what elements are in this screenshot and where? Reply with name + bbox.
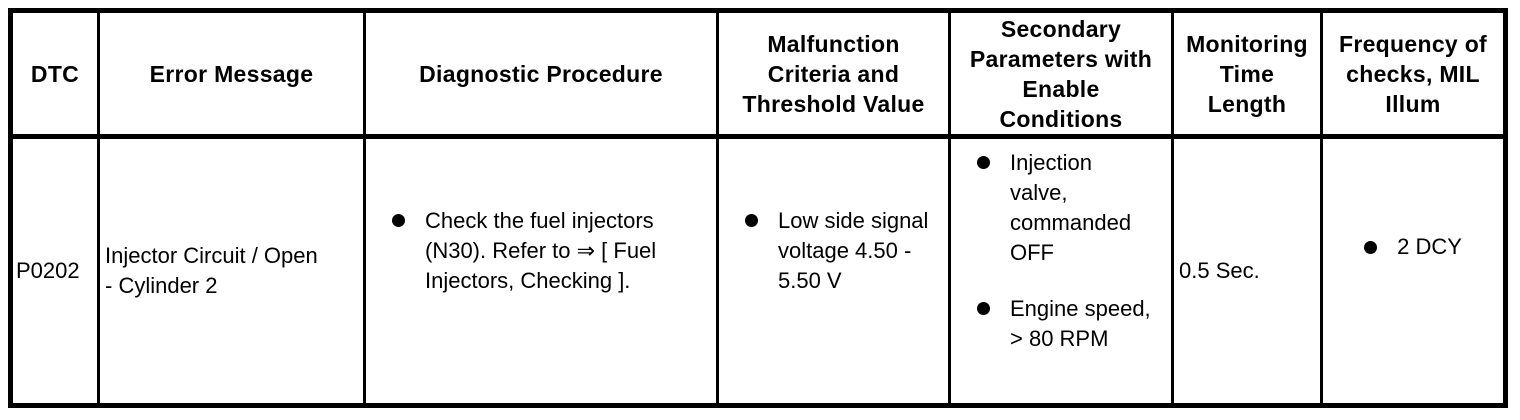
list-item: Engine speed, > 80 RPM — [951, 294, 1171, 354]
cell-frequency: 2 DCY — [1320, 139, 1503, 403]
cell-monitoring-time: 0.5 Sec. — [1171, 139, 1320, 403]
dtc-code: P0202 — [16, 258, 80, 283]
bullet-icon — [977, 156, 990, 169]
secondary-parameter-text: Injection valve, commanded OFF — [1010, 150, 1132, 265]
header-cell-dtc: DTC — [13, 13, 97, 139]
list-item: Check the fuel injectors (N30). Refer to… — [366, 206, 716, 296]
cell-secondary-parameters: Injection valve, commanded OFF Engine sp… — [948, 139, 1171, 403]
error-message-text: Injector Circuit / Open - Cylinder 2 — [105, 243, 318, 298]
header-cell-malfunction-criteria: Malfunction Criteria and Threshold Value — [716, 13, 948, 139]
cell-malfunction-criteria: Low side signal voltage 4.50 - 5.50 V — [716, 139, 948, 403]
monitoring-time-text: 0.5 Sec. — [1179, 258, 1260, 283]
header-cell-monitoring-time: Monitoring Time Length — [1171, 13, 1320, 139]
malfunction-criteria-text: Low side signal voltage 4.50 - 5.50 V — [778, 208, 929, 293]
diagnostic-procedure-text: Check the fuel injectors (N30). Refer to… — [425, 208, 657, 293]
cell-error-message: Injector Circuit / Open - Cylinder 2 — [97, 139, 363, 403]
secondary-parameter-text: Engine speed, > 80 RPM — [1010, 296, 1151, 351]
list-item: Injection valve, commanded OFF — [951, 148, 1171, 268]
header-cell-frequency: Frequency of checks, MIL Illum — [1320, 13, 1503, 139]
header-cell-secondary-parameters: Secondary Parameters with Enable Conditi… — [948, 13, 1171, 139]
cell-dtc-code: P0202 — [13, 139, 97, 403]
header-cell-error-message: Error Message — [97, 13, 363, 139]
header-cell-diagnostic-procedure: Diagnostic Procedure — [363, 13, 716, 139]
dtc-table: DTC Error Message Diagnostic Procedure M… — [8, 8, 1508, 408]
list-item: Low side signal voltage 4.50 - 5.50 V — [719, 206, 948, 296]
cell-diagnostic-procedure: Check the fuel injectors (N30). Refer to… — [363, 139, 716, 403]
bullet-icon — [1364, 240, 1378, 254]
bullet-icon — [745, 214, 758, 227]
bullet-icon — [392, 214, 405, 227]
frequency-text: 2 DCY — [1397, 234, 1462, 259]
bullet-icon — [977, 302, 990, 315]
